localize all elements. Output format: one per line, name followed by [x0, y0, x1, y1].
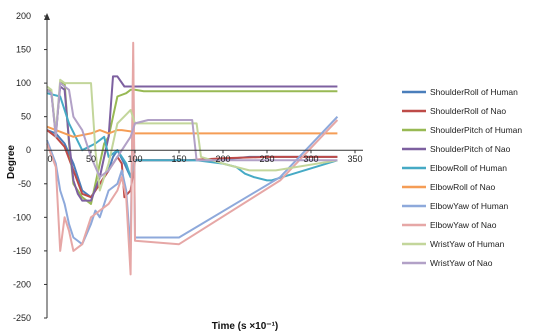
- y-tick-label: -50: [18, 179, 31, 189]
- series-lines: [46, 41, 339, 276]
- y-tick-label: -150: [13, 246, 31, 256]
- legend-label: WristYaw of Human: [430, 239, 505, 249]
- x-tick-label: 100: [127, 154, 142, 164]
- legend-label: ElbowRoll of Human: [430, 163, 507, 173]
- y-tick-label: 100: [16, 78, 31, 88]
- x-tick-label: 150: [171, 154, 186, 164]
- tick-labels: -250 -200 -150 -100 -50 0 50 100 150 200 0 50 100 150…: [13, 11, 363, 323]
- legend-label: ShoulderRoll of Nao: [430, 106, 506, 116]
- y-tick-label: -200: [13, 279, 31, 289]
- x-tick-label: 0: [47, 154, 52, 164]
- y-tick-label: 50: [21, 112, 31, 122]
- x-tick-label: 300: [303, 154, 318, 164]
- series-line-8: [46, 41, 339, 276]
- x-axis-title: Time (s ×10⁻¹): [212, 321, 279, 332]
- y-axis-title: Degree: [6, 145, 17, 179]
- series-line-5: [46, 92, 338, 182]
- legend-label: ShoulderRoll of Human: [430, 87, 518, 97]
- y-tick-label: -250: [13, 313, 31, 323]
- y-tick-label: 200: [16, 11, 31, 21]
- y-tick-label: 150: [16, 45, 31, 55]
- x-tick-label: 50: [86, 154, 96, 164]
- series-line-3: [46, 82, 338, 205]
- legend-label: ShoulderPitch of Nao: [430, 144, 511, 154]
- y-tick-label: 0: [26, 145, 31, 155]
- series-line-4: [46, 75, 338, 202]
- legend-label: ElbowRoll of Nao: [430, 182, 495, 192]
- series-line-10: [46, 82, 338, 179]
- x-tick-label: 250: [259, 154, 274, 164]
- y-tick-label: -100: [13, 212, 31, 222]
- legend-label: ElbowYaw of Human: [430, 201, 509, 211]
- legend-label: ElbowYaw of Nao: [430, 220, 497, 230]
- legend-label: WristYaw of Nao: [430, 258, 493, 268]
- x-tick-label: 200: [215, 154, 230, 164]
- x-tick-label: 350: [347, 154, 362, 164]
- legend: ShoulderRoll of Human ShoulderRoll of Nao…: [402, 87, 522, 268]
- axes: [44, 13, 363, 318]
- legend-label: ShoulderPitch of Human: [430, 125, 522, 135]
